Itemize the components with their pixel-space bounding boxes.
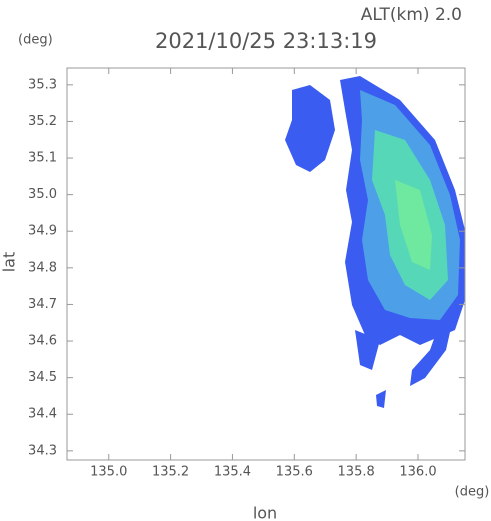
plot-frame	[66, 67, 466, 461]
y-tick-label: 34.7	[28, 297, 57, 312]
y-tick-label: 35.0	[28, 187, 57, 202]
x-tick-label: 136.0	[399, 465, 436, 480]
y-axis-label: lat	[0, 252, 19, 273]
x-axis-label: lon	[253, 504, 277, 521]
x-unit: (deg)	[455, 485, 490, 500]
y-tick-label: 34.3	[28, 443, 57, 458]
x-tick-label: 135.0	[90, 465, 127, 480]
y-tick-label: 35.3	[28, 77, 57, 92]
echo-strongest	[395, 180, 432, 270]
y-tick-label: 34.4	[28, 407, 57, 422]
y-tick-label: 34.9	[28, 224, 57, 239]
echo-weak	[376, 390, 386, 408]
echo-weak	[410, 305, 456, 386]
x-tick-label: 135.6	[276, 465, 313, 480]
radar-echo	[285, 76, 465, 408]
altitude-label: ALT(km) 2.0	[361, 5, 462, 25]
x-tick-label: 135.2	[152, 465, 189, 480]
y-tick-label: 35.1	[28, 151, 57, 166]
echo-weak	[355, 330, 380, 370]
y-unit: (deg)	[18, 33, 53, 48]
echo-weak	[285, 85, 335, 172]
y-tick-label: 34.5	[28, 370, 57, 385]
chart-title: 2021/10/25 23:13:19	[155, 29, 377, 53]
y-tick-label: 34.8	[28, 260, 57, 275]
x-tick-label: 135.4	[214, 465, 251, 480]
y-tick-label: 35.2	[28, 114, 57, 129]
y-tick-label: 34.6	[28, 334, 57, 349]
x-tick-label: 135.8	[338, 465, 375, 480]
